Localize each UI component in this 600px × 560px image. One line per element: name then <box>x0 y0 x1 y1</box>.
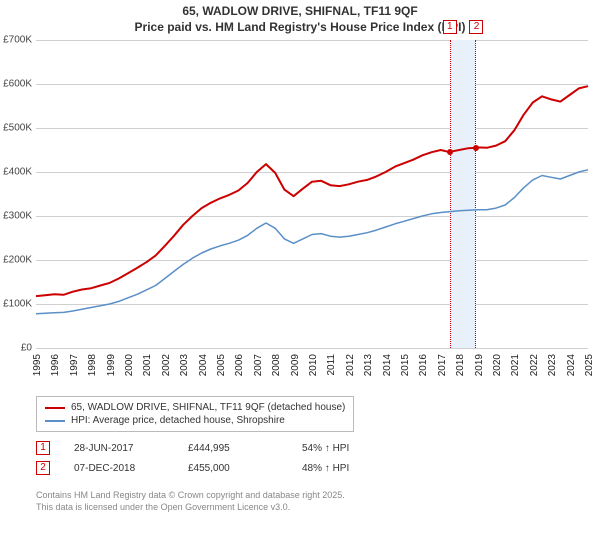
series-line <box>36 170 588 314</box>
sales-row: 1 28-JUN-2017 £444,995 54% ↑ HPI <box>36 438 392 458</box>
x-tick-label: 2006 <box>234 354 245 376</box>
sale-marker: 1 <box>443 20 457 34</box>
sale-badge: 2 <box>36 461 50 475</box>
chart-lines <box>36 40 588 348</box>
y-tick-label: £700K <box>3 35 32 46</box>
sale-marker: 2 <box>469 20 483 34</box>
sale-badge: 1 <box>36 441 50 455</box>
x-tick-label: 2007 <box>253 354 264 376</box>
legend-swatch <box>45 420 65 422</box>
sale-point <box>447 149 453 155</box>
x-tick-label: 2013 <box>363 354 374 376</box>
sale-date: 28-JUN-2017 <box>74 443 164 454</box>
legend-label: HPI: Average price, detached house, Shro… <box>71 415 285 426</box>
x-tick-label: 1998 <box>87 354 98 376</box>
x-tick-label: 2021 <box>510 354 521 376</box>
x-tick-label: 2024 <box>566 354 577 376</box>
y-tick-label: £0 <box>21 343 32 354</box>
x-tick-label: 2000 <box>124 354 135 376</box>
page-title-line2: Price paid vs. HM Land Registry's House … <box>0 20 600 36</box>
x-tick-label: 2015 <box>400 354 411 376</box>
sale-date: 07-DEC-2018 <box>74 463 164 474</box>
x-tick-label: 2016 <box>418 354 429 376</box>
x-tick-label: 2010 <box>308 354 319 376</box>
attribution-line1: Contains HM Land Registry data © Crown c… <box>36 490 345 502</box>
sale-delta: 54% ↑ HPI <box>302 443 392 454</box>
attribution: Contains HM Land Registry data © Crown c… <box>36 490 345 513</box>
x-tick-label: 2018 <box>455 354 466 376</box>
y-tick-label: £600K <box>3 79 32 90</box>
x-tick-label: 2003 <box>179 354 190 376</box>
chart-plot: £0£100K£200K£300K£400K£500K£600K£700K199… <box>36 40 588 348</box>
x-tick-label: 1995 <box>32 354 43 376</box>
x-tick-label: 2012 <box>345 354 356 376</box>
legend-swatch <box>45 407 65 409</box>
sales-row: 2 07-DEC-2018 £455,000 48% ↑ HPI <box>36 458 392 478</box>
x-tick-label: 2019 <box>474 354 485 376</box>
y-tick-label: £400K <box>3 167 32 178</box>
legend-row: HPI: Average price, detached house, Shro… <box>45 414 345 427</box>
sales-list: 1 28-JUN-2017 £444,995 54% ↑ HPI 2 07-DEC-201… <box>36 438 392 478</box>
x-tick-label: 1999 <box>106 354 117 376</box>
x-tick-label: 2004 <box>198 354 209 376</box>
x-tick-label: 2011 <box>326 354 337 376</box>
x-tick-label: 2014 <box>382 354 393 376</box>
attribution-line2: This data is licensed under the Open Gov… <box>36 502 345 514</box>
legend: 65, WADLOW DRIVE, SHIFNAL, TF11 9QF (det… <box>36 396 354 432</box>
x-tick-label: 1996 <box>50 354 61 376</box>
x-tick-label: 2020 <box>492 354 503 376</box>
page-title-line1: 65, WADLOW DRIVE, SHIFNAL, TF11 9QF <box>0 4 600 20</box>
x-tick-label: 2023 <box>547 354 558 376</box>
x-tick-label: 2002 <box>161 354 172 376</box>
legend-label: 65, WADLOW DRIVE, SHIFNAL, TF11 9QF (det… <box>71 402 345 413</box>
x-tick-label: 2017 <box>437 354 448 376</box>
y-tick-label: £100K <box>3 299 32 310</box>
x-tick-label: 2005 <box>216 354 227 376</box>
x-tick-label: 2009 <box>290 354 301 376</box>
sale-price: £455,000 <box>188 463 278 474</box>
y-tick-label: £200K <box>3 255 32 266</box>
series-line <box>36 86 588 296</box>
x-tick-label: 2022 <box>529 354 540 376</box>
sale-price: £444,995 <box>188 443 278 454</box>
y-tick-label: £500K <box>3 123 32 134</box>
y-tick-label: £300K <box>3 211 32 222</box>
gridline <box>36 348 588 349</box>
sale-point <box>473 145 479 151</box>
sale-delta: 48% ↑ HPI <box>302 463 392 474</box>
x-tick-label: 2001 <box>142 354 153 376</box>
x-tick-label: 2008 <box>271 354 282 376</box>
x-tick-label: 2025 <box>584 354 595 376</box>
legend-row: 65, WADLOW DRIVE, SHIFNAL, TF11 9QF (det… <box>45 401 345 414</box>
x-tick-label: 1997 <box>69 354 80 376</box>
